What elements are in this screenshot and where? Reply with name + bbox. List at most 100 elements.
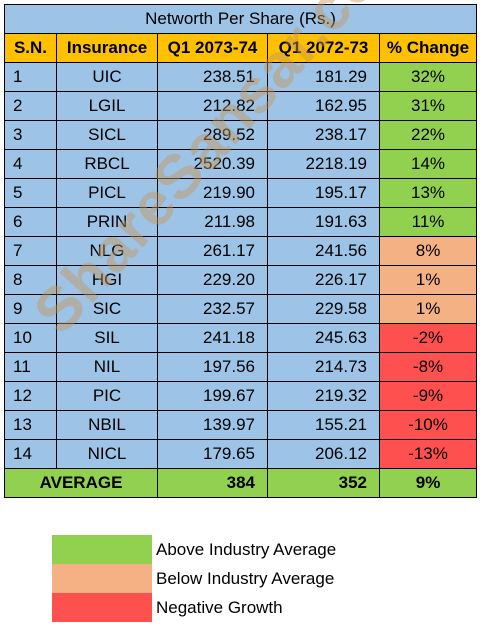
cell-insurance: NLG xyxy=(56,236,158,266)
header-sn: S.N. xyxy=(4,33,57,63)
cell-sn: 12 xyxy=(4,381,57,411)
legend-swatch xyxy=(52,564,152,593)
cell-change: -2% xyxy=(378,323,478,353)
legend-swatch xyxy=(52,593,152,622)
cell-sn: 11 xyxy=(4,352,57,382)
cell-sn: 1 xyxy=(4,62,57,92)
cell-insurance: NIL xyxy=(56,352,158,382)
header-row: S.N. Insurance Q1 2073-74 Q1 2072-73 % C… xyxy=(4,33,478,63)
cell-q1-2072-73: 162.95 xyxy=(267,91,380,121)
average-q1-2073-74: 384 xyxy=(157,468,268,498)
header-q1-2072-73: Q1 2072-73 xyxy=(267,33,380,63)
legend-swatch xyxy=(52,535,152,564)
cell-q1-2072-73: 238.17 xyxy=(267,120,380,150)
table-row: 9 SIC 232.57 229.58 1% xyxy=(4,294,478,324)
cell-change: -13% xyxy=(378,439,478,469)
cell-q1-2072-73: 206.12 xyxy=(267,439,380,469)
legend-item: Below Industry Average xyxy=(52,564,336,593)
cell-q1-2072-73: 241.56 xyxy=(267,236,380,266)
table-title: Networth Per Share (Rs.) xyxy=(3,4,478,34)
cell-q1-2073-74: 199.67 xyxy=(157,381,268,411)
cell-sn: 7 xyxy=(4,236,57,266)
cell-q1-2072-73: 214.73 xyxy=(267,352,380,382)
header-change: % Change xyxy=(378,33,478,63)
cell-q1-2073-74: 197.56 xyxy=(157,352,268,382)
table-row: 6 PRIN 211.98 191.63 11% xyxy=(4,207,478,237)
cell-sn: 3 xyxy=(4,120,57,150)
cell-change: 11% xyxy=(378,207,478,237)
cell-insurance: PICL xyxy=(56,178,158,208)
cell-change: 31% xyxy=(378,91,478,121)
legend-label: Below Industry Average xyxy=(156,568,335,588)
legend-item: Negative Growth xyxy=(52,593,336,622)
cell-q1-2072-73: 226.17 xyxy=(267,265,380,295)
cell-q1-2073-74: 289.52 xyxy=(157,120,268,150)
cell-sn: 8 xyxy=(4,265,57,295)
table-row: 10 SIL 241.18 245.63 -2% xyxy=(4,323,478,353)
cell-q1-2073-74: 211.98 xyxy=(157,207,268,237)
cell-change: 1% xyxy=(378,294,478,324)
cell-insurance: NICL xyxy=(56,439,158,469)
cell-sn: 5 xyxy=(4,178,57,208)
table-row: 8 HGI 229.20 226.17 1% xyxy=(4,265,478,295)
cell-q1-2072-73: 191.63 xyxy=(267,207,380,237)
cell-sn: 6 xyxy=(4,207,57,237)
cell-change: -9% xyxy=(378,381,478,411)
cell-insurance: SIC xyxy=(56,294,158,324)
networth-table: Networth Per Share (Rs.) S.N. Insurance … xyxy=(3,4,478,498)
average-label: AVERAGE xyxy=(4,468,158,498)
cell-q1-2073-74: 232.57 xyxy=(157,294,268,324)
cell-q1-2073-74: 219.90 xyxy=(157,178,268,208)
cell-q1-2072-73: 195.17 xyxy=(267,178,380,208)
table-row: 13 NBIL 139.97 155.21 -10% xyxy=(4,410,478,440)
table-row: 14 NICL 179.65 206.12 -13% xyxy=(4,439,478,469)
cell-q1-2073-74: 2520.39 xyxy=(157,149,268,179)
table-body: 1 UIC 238.51 181.29 32% 2 LGIL 212.82 162.95 31% 3… xyxy=(4,62,478,469)
legend: Above Industry Average Below Industry Ave… xyxy=(52,535,336,622)
legend-label: Above Industry Average xyxy=(156,539,337,559)
cell-q1-2072-73: 245.63 xyxy=(267,323,380,353)
cell-change: 1% xyxy=(378,265,478,295)
cell-change: 32% xyxy=(378,62,478,92)
cell-insurance: LGIL xyxy=(56,91,158,121)
cell-change: -10% xyxy=(378,410,478,440)
table-row: 4 RBCL 2520.39 2218.19 14% xyxy=(4,149,478,179)
legend-item: Above Industry Average xyxy=(52,535,336,564)
cell-q1-2072-73: 181.29 xyxy=(267,62,380,92)
cell-change: 8% xyxy=(378,236,478,266)
cell-insurance: UIC xyxy=(56,62,158,92)
cell-insurance: NBIL xyxy=(56,410,158,440)
cell-q1-2072-73: 229.58 xyxy=(267,294,380,324)
table-row: 7 NLG 261.17 241.56 8% xyxy=(4,236,478,266)
cell-sn: 4 xyxy=(4,149,57,179)
cell-sn: 9 xyxy=(4,294,57,324)
cell-q1-2073-74: 238.51 xyxy=(157,62,268,92)
cell-q1-2073-74: 212.82 xyxy=(157,91,268,121)
cell-sn: 10 xyxy=(4,323,57,353)
networth-sheet: Networth Per Share (Rs.) S.N. Insurance … xyxy=(3,4,478,498)
cell-q1-2073-74: 179.65 xyxy=(157,439,268,469)
cell-sn: 2 xyxy=(4,91,57,121)
average-row: AVERAGE 384 352 9% xyxy=(4,468,478,498)
table-row: 11 NIL 197.56 214.73 -8% xyxy=(4,352,478,382)
table-row: 12 PIC 199.67 219.32 -9% xyxy=(4,381,478,411)
cell-q1-2073-74: 229.20 xyxy=(157,265,268,295)
cell-insurance: PIC xyxy=(56,381,158,411)
cell-q1-2072-73: 219.32 xyxy=(267,381,380,411)
cell-q1-2072-73: 2218.19 xyxy=(267,149,380,179)
cell-q1-2072-73: 155.21 xyxy=(267,410,380,440)
legend-label: Negative Growth xyxy=(156,597,283,617)
average-q1-2072-73: 352 xyxy=(267,468,380,498)
cell-change: 14% xyxy=(378,149,478,179)
cell-change: 13% xyxy=(378,178,478,208)
cell-insurance: HGI xyxy=(56,265,158,295)
table-row: 5 PICL 219.90 195.17 13% xyxy=(4,178,478,208)
cell-change: 22% xyxy=(378,120,478,150)
header-q1-2073-74: Q1 2073-74 xyxy=(157,33,268,63)
cell-insurance: PRIN xyxy=(56,207,158,237)
header-insurance: Insurance xyxy=(56,33,158,63)
table-row: 1 UIC 238.51 181.29 32% xyxy=(4,62,478,92)
table-row: 3 SICL 289.52 238.17 22% xyxy=(4,120,478,150)
cell-q1-2073-74: 261.17 xyxy=(157,236,268,266)
cell-sn: 14 xyxy=(4,439,57,469)
